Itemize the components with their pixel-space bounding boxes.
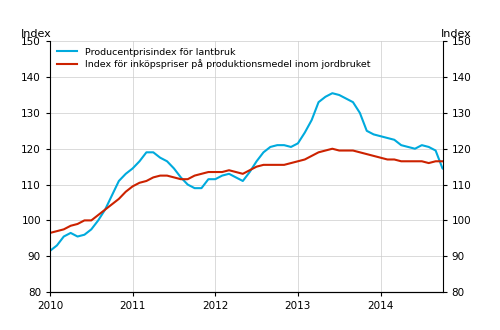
Producentprisindex för lantbruk [150, 150, 156, 154]
Producentprisindex för lantbruk [302, 131, 308, 135]
Producentprisindex för lantbruk [116, 179, 122, 183]
Legend: Producentprisindex för lantbruk, Index för inköpspriser på produktionsmedel inom: Producentprisindex för lantbruk, Index f… [54, 46, 372, 71]
Index för inköpspriser på produktionsmedel inom jordbruket [47, 231, 53, 235]
Index för inköpspriser på produktionsmedel inom jordbruket [116, 197, 122, 201]
Producentprisindex för lantbruk [164, 159, 170, 163]
Index för inköpspriser på produktionsmedel inom jordbruket [164, 174, 170, 178]
Index för inköpspriser på produktionsmedel inom jordbruket [184, 177, 190, 181]
Producentprisindex för lantbruk [178, 176, 184, 180]
Line: Producentprisindex för lantbruk: Producentprisindex för lantbruk [50, 93, 456, 251]
Index för inköpspriser på produktionsmedel inom jordbruket [302, 157, 308, 161]
Index för inköpspriser på produktionsmedel inom jordbruket [178, 177, 184, 181]
Producentprisindex för lantbruk [330, 91, 336, 95]
Producentprisindex för lantbruk [47, 249, 53, 253]
Producentprisindex för lantbruk [184, 182, 190, 186]
Index för inköpspriser på produktionsmedel inom jordbruket [454, 163, 460, 167]
Text: Index: Index [20, 29, 52, 39]
Text: Index: Index [441, 29, 472, 39]
Index för inköpspriser på produktionsmedel inom jordbruket [330, 147, 336, 151]
Producentprisindex för lantbruk [454, 163, 460, 167]
Index för inköpspriser på produktionsmedel inom jordbruket [150, 176, 156, 180]
Line: Index för inköpspriser på produktionsmedel inom jordbruket: Index för inköpspriser på produktionsmed… [50, 149, 456, 233]
